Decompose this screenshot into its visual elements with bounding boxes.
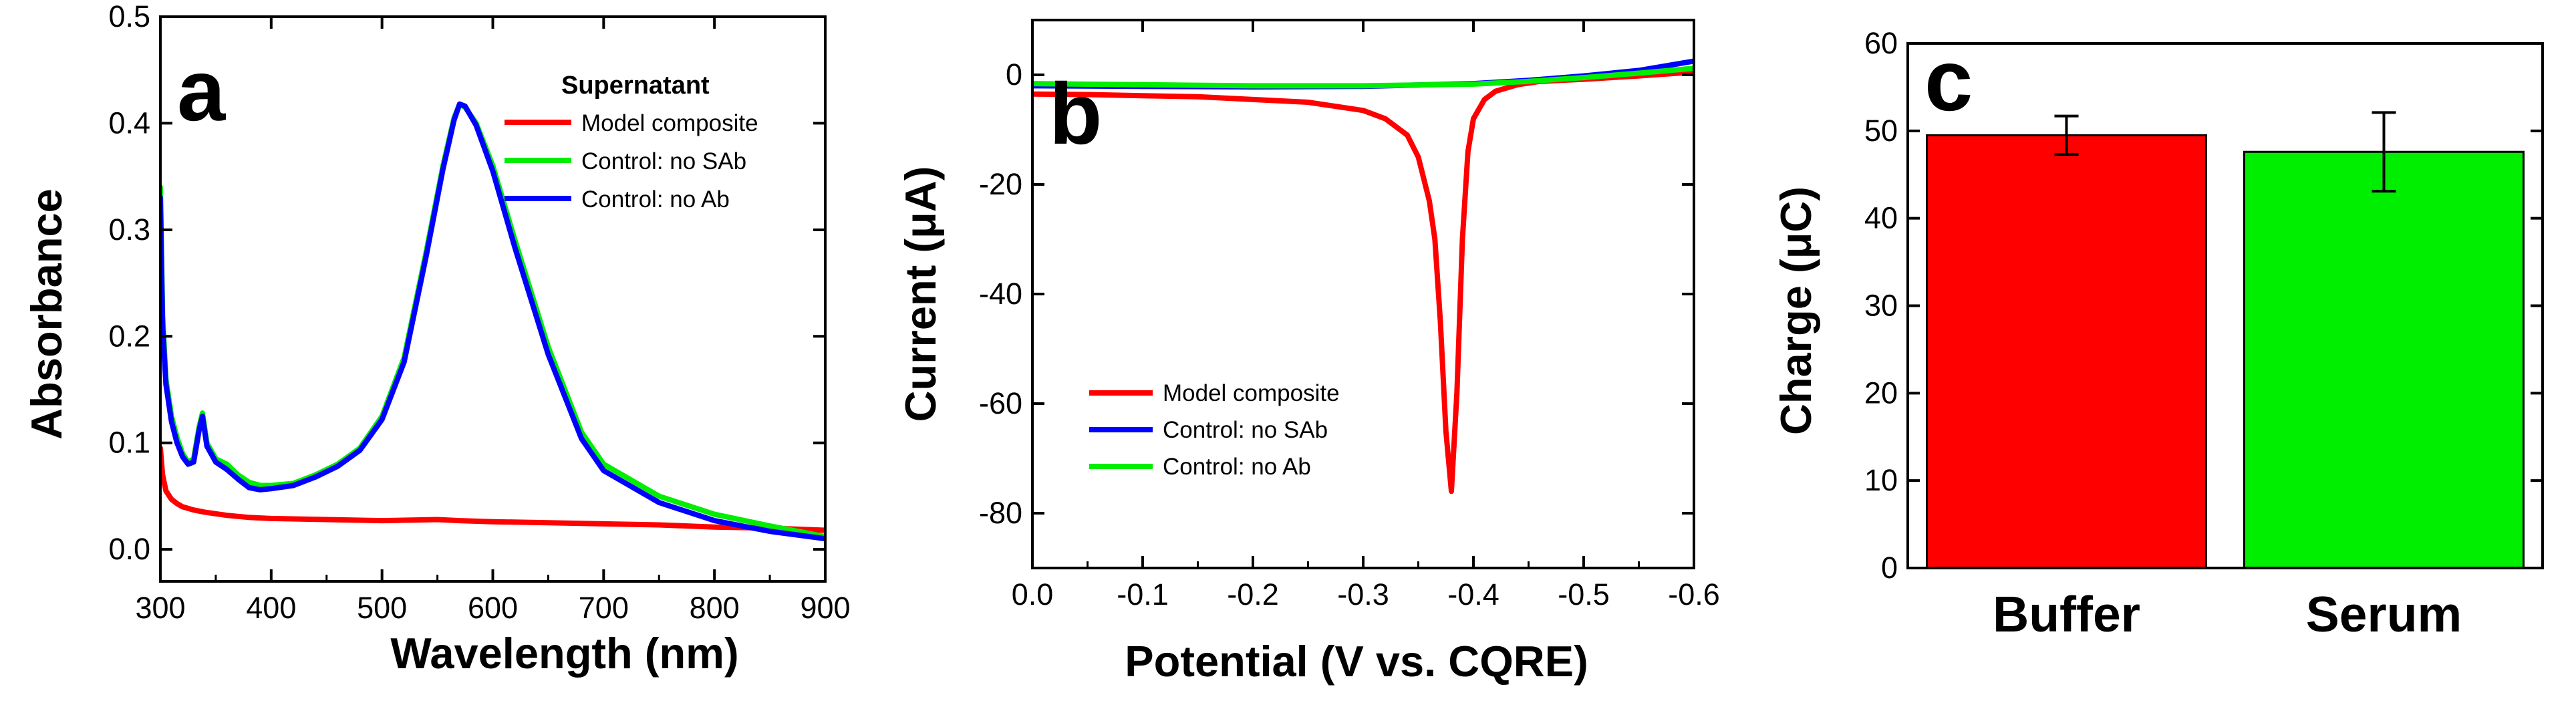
panel-c-y-tick-label: 10 [1864, 463, 1898, 497]
panel-b-frame [1031, 19, 1695, 569]
panel-b-x-tick-label: -0.6 [1668, 577, 1720, 611]
panel-b-letter: b [1049, 65, 1102, 162]
panel-b-y-tick-label: 0 [1006, 57, 1022, 92]
panel-a-x-axis-label: Wavelength (nm) [390, 629, 738, 678]
panel-a-legend-label-model-composite: Model composite [581, 110, 758, 136]
panel-a-y-axis-label: Absorbance [22, 188, 71, 440]
panel-a-legend-label-no-ab: Control: no Ab [581, 186, 730, 213]
panel-a-x-tick-label: 400 [246, 591, 296, 625]
panel-c-category-label-serum: Serum [2306, 586, 2462, 642]
panel-c-letter: c [1924, 31, 1973, 129]
panel-a-x-tick-label: 500 [357, 591, 407, 625]
panel-c-y-tick-label: 40 [1864, 201, 1898, 235]
panel-a-y-tick-label: 0.5 [108, 0, 150, 33]
panel-b-x-tick-label: -0.2 [1227, 577, 1279, 611]
panel-b-x-tick-label: 0.0 [1012, 577, 1054, 611]
panel-a-x-tick-label: 800 [690, 591, 740, 625]
panel-b-y-tick-label: -20 [979, 167, 1022, 201]
panel-c-bar-buffer [1926, 134, 2207, 569]
panel-a-y-tick-label: 0.0 [108, 532, 150, 566]
panel-a-y-tick-label: 0.3 [108, 213, 150, 247]
panel-b-x-tick-label: -0.3 [1337, 577, 1389, 611]
panel-c-y-tick-label: 30 [1864, 289, 1898, 323]
panel-a-series-model-composite [160, 445, 825, 533]
panel-c-plot-area: Buffer Serum 0 10 20 30 40 50 60 [1864, 26, 2544, 642]
panel-c-y-tick-label: 20 [1864, 376, 1898, 410]
panel-b-y-tick-label: -60 [979, 386, 1022, 420]
panel-a-y-tick-label: 0.1 [108, 426, 150, 460]
panel-a-plot-area: 300 400 500 600 700 800 900 0.0 0.1 0.2 0.3 0.4 0.5 [108, 0, 850, 625]
panel-a-letter: a [177, 41, 227, 139]
panel-b-y-tick-label: -80 [979, 496, 1022, 530]
panel-b-x-tick-label: -0.4 [1447, 577, 1499, 611]
panel-b-current-chart: 0.0 -0.1 -0.2 -0.3 -0.4 -0.5 -0.6 0 -20 -40 -60 -80… [896, 19, 1720, 686]
panel-b-plot-area: 0.0 -0.1 -0.2 -0.3 -0.4 -0.5 -0.6 0 -20 -40 -60 -80 [979, 19, 1720, 611]
panel-b-legend-label-no-ab: Control: no Ab [1163, 454, 1311, 480]
panel-c-bar-serum [2243, 150, 2525, 569]
panel-a-y-tick-label: 0.2 [108, 319, 150, 353]
panel-c-charge-bar-chart: Buffer Serum 0 10 20 30 40 50 60 c Charge (μC) [1771, 26, 2544, 642]
panel-a-legend: Model composite Control: no SAb Control:… [505, 110, 758, 213]
panel-a-absorbance-chart: 300 400 500 600 700 800 9000.00.10.20.30.40.5 … [22, 0, 851, 678]
panel-c-y-tick-label: 60 [1864, 26, 1898, 60]
panel-a-series-control-no-ab [160, 101, 825, 542]
panel-a-x-tick-label: 700 [579, 591, 629, 625]
panel-a-x-tick-label: 900 [800, 591, 850, 625]
panel-a-legend-label-no-sab: Control: no SAb [581, 148, 746, 174]
panel-b-x-axis-label: Potential (V vs. CQRE) [1125, 637, 1588, 686]
panel-b-legend-label-model-composite: Model composite [1163, 380, 1340, 406]
panel-b-series-model-composite [1032, 69, 1694, 495]
panel-c-y-tick-label: 50 [1864, 114, 1898, 148]
panel-b-legend: Model composite Control: no SAb Control:… [1089, 380, 1340, 480]
panel-b-series-control-no-ab [1032, 65, 1694, 89]
panel-b-legend-label-no-sab: Control: no SAb [1163, 417, 1328, 443]
panel-c-category-label-buffer: Buffer [1993, 586, 2140, 642]
panel-a-frame [159, 15, 827, 583]
panel-b-x-tick-label: -0.1 [1117, 577, 1169, 611]
panel-a-legend-title: Supernatant [561, 72, 710, 100]
panel-b-x-tick-label: -0.5 [1558, 577, 1610, 611]
panel-a-x-tick-label: 300 [135, 591, 185, 625]
panel-c-y-tick-label: 0 [1881, 551, 1898, 585]
panel-b-y-axis-label: Current (μA) [896, 166, 945, 422]
panel-a-y-tick-label: 0.4 [108, 106, 150, 140]
panel-a-x-tick-label: 600 [468, 591, 518, 625]
panel-b-y-tick-label: -40 [979, 277, 1022, 311]
panel-c-y-axis-label: Charge (μC) [1771, 186, 1820, 435]
